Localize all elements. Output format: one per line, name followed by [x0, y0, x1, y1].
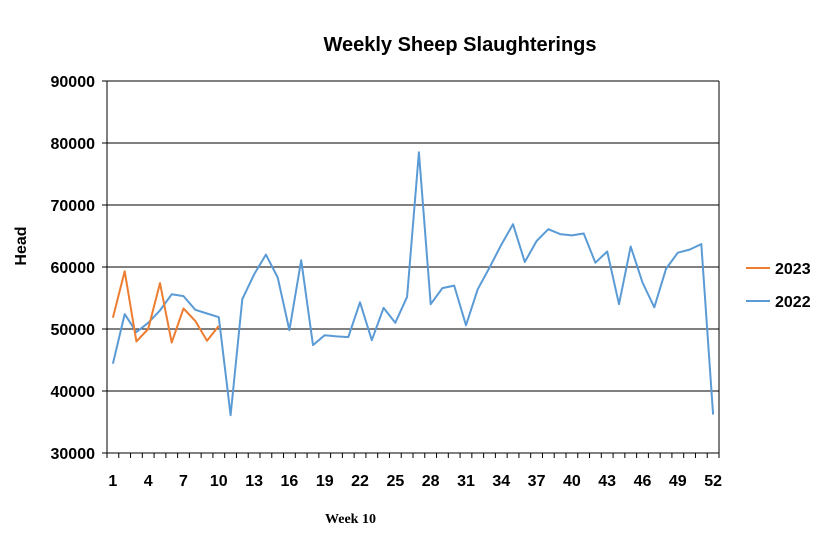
axes	[102, 80, 720, 458]
x-tick-label: 46	[634, 473, 652, 490]
x-tick-label: 7	[179, 473, 188, 490]
series-line-2022	[111, 151, 715, 417]
y-tick-label: 40000	[51, 384, 96, 401]
y-tick-label: 50000	[51, 322, 96, 339]
y-tick-label: 60000	[51, 260, 96, 277]
x-tick-label: 16	[281, 473, 299, 490]
x-tick-label: 40	[563, 473, 581, 490]
y-tick-label: 80000	[51, 136, 96, 153]
y-axis-label: Head	[13, 226, 30, 265]
chart-title: Weekly Sheep Slaughterings	[323, 34, 596, 56]
y-tick-label: 90000	[51, 74, 96, 91]
legend: 2023 2022	[746, 261, 811, 311]
x-tick-label: 31	[457, 473, 475, 490]
x-tick-label: 37	[528, 473, 546, 490]
x-tick-label: 49	[669, 473, 687, 490]
x-tick-label: 25	[386, 473, 404, 490]
y-tick-labels: 30000 40000 50000 60000 70000 80000 90000	[51, 74, 96, 463]
x-tick-label: 19	[316, 473, 334, 490]
legend-label-2022: 2022	[775, 294, 811, 311]
x-tick-labels: 1 4 7 10 13 16 19 22 25 28 31 34 37 40 43 46 49 52	[108, 473, 722, 490]
x-tick-label: 28	[422, 473, 440, 490]
x-tick-label: 43	[598, 473, 616, 490]
footnote: Week 10	[325, 512, 376, 527]
y-tick-label: 70000	[51, 198, 96, 215]
x-tick-label: 4	[144, 473, 153, 490]
x-tick-label: 52	[704, 473, 722, 490]
legend-label-2023: 2023	[775, 261, 811, 278]
x-tick-label: 10	[210, 473, 228, 490]
x-tick-label: 34	[492, 473, 510, 490]
x-tick-label: 1	[108, 473, 117, 490]
series-line-2023	[111, 270, 220, 344]
x-tick-label: 22	[351, 473, 369, 490]
series-lines	[111, 151, 715, 417]
y-tick-label: 30000	[51, 446, 96, 463]
gridlines	[107, 80, 719, 454]
x-tick-label: 13	[245, 473, 263, 490]
